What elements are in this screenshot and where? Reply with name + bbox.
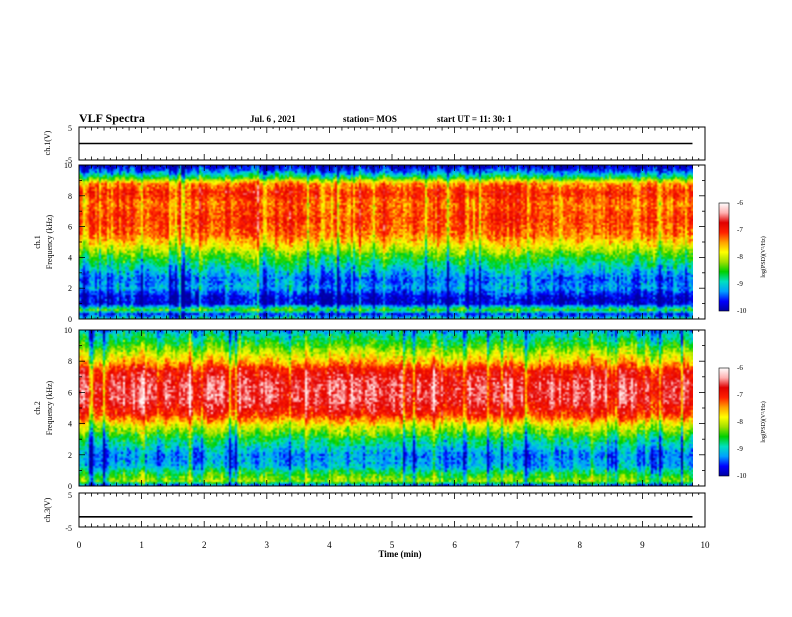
figure-title: VLF Spectra xyxy=(79,111,145,125)
ch3-waveform-panel: 5 -5 ch.3(V) xyxy=(43,491,706,533)
spectrogram-y-tick-labels: 0 2 4 6 8 10 0 2 4 6 8 10 xyxy=(64,161,72,491)
ch3-ytick-top: 5 xyxy=(68,491,72,500)
station-label: station= MOS xyxy=(343,114,397,124)
x-tick-label: 10 xyxy=(701,540,711,550)
ch1-ytick-top: 5 xyxy=(68,124,72,133)
y-tick-label: 8 xyxy=(68,192,72,201)
x-tick-label: 2 xyxy=(202,540,207,550)
ch1-colorbar-label: log(PSD)(V²/Hz) xyxy=(760,236,767,277)
y-tick-label: 4 xyxy=(68,420,72,429)
x-tick-label: 1 xyxy=(139,540,144,550)
ch1-spectrogram-ylabel: Frequency (kHz) xyxy=(45,214,54,269)
x-tick-label: 7 xyxy=(515,540,520,550)
x-tick-label: 4 xyxy=(327,540,332,550)
ch1-colorbar-tick-7: -7 xyxy=(737,226,743,234)
ch1-ytick-bottom: -5 xyxy=(65,156,72,165)
y-tick-label: 2 xyxy=(68,284,72,293)
ch2-colorbar-tick-9: -9 xyxy=(737,445,743,453)
x-tick-label: 3 xyxy=(265,540,270,550)
ch1-colorbar-tick-6: -6 xyxy=(737,199,743,207)
ch2-spectrogram-image xyxy=(79,330,693,486)
y-tick-label: 0 xyxy=(68,315,72,324)
ch1-waveform-ylabel: ch.1(V) xyxy=(43,130,52,155)
x-tick-label: 0 xyxy=(77,540,82,550)
ch3-ytick-bottom: -5 xyxy=(65,524,72,533)
y-tick-label: 0 xyxy=(68,482,72,491)
ch1-colorbar-tick-9: -9 xyxy=(737,280,743,288)
ch2-colorbar-label: log(PSD)(V²/Hz) xyxy=(760,401,767,442)
x-axis-label: Time (min) xyxy=(378,549,421,559)
ch1-spectrogram-image xyxy=(79,165,693,319)
ch2-colorbar-tick-6: -6 xyxy=(737,364,743,372)
start-time-label: start UT = 11: 30: 1 xyxy=(437,114,512,124)
ch1-colorbar-tick-10: -10 xyxy=(737,307,747,315)
ch2-spectrogram-channel-label: ch.2 xyxy=(33,401,42,415)
y-tick-label: 8 xyxy=(68,357,72,366)
ch1-spectrogram-channel-label: ch.1 xyxy=(33,235,42,249)
ch2-colorbar: -6 -7 -8 -9 -10 log(PSD)(V²/Hz) xyxy=(718,364,767,480)
y-tick-label: 2 xyxy=(68,451,72,460)
ch2-spectrogram-ylabel: Frequency (kHz) xyxy=(45,380,54,435)
ch1-spectrogram-panel: ch.1 Frequency (kHz) xyxy=(33,164,706,320)
ch3-waveform-ylabel: ch.3(V) xyxy=(43,497,52,522)
ch2-colorbar-tick-7: -7 xyxy=(737,391,743,399)
x-tick-label: 6 xyxy=(452,540,457,550)
ch1-colorbar-tick-8: -8 xyxy=(737,253,743,261)
ch2-colorbar-gradient xyxy=(718,367,730,477)
y-tick-label: 10 xyxy=(64,161,72,170)
y-tick-label: 4 xyxy=(68,253,72,262)
axis-ticks xyxy=(78,127,706,527)
x-tick-labels: 0 1 2 3 4 5 6 7 8 9 10 xyxy=(77,540,710,550)
x-tick-label: 5 xyxy=(390,540,395,550)
ch1-colorbar-gradient xyxy=(718,202,730,312)
y-tick-label: 10 xyxy=(64,326,72,335)
ch2-colorbar-tick-10: -10 xyxy=(737,472,747,480)
x-tick-label: 9 xyxy=(640,540,645,550)
y-tick-label: 6 xyxy=(68,388,72,397)
ch1-waveform-panel: 5 -5 ch.1(V) xyxy=(43,124,706,165)
x-tick-label: 8 xyxy=(578,540,583,550)
ch2-colorbar-tick-8: -8 xyxy=(737,418,743,426)
y-tick-label: 6 xyxy=(68,223,72,232)
ch1-colorbar: -6 -7 -8 -9 -10 log(PSD)(V²/Hz) xyxy=(718,199,767,315)
date-label: Jul. 6 , 2021 xyxy=(250,114,296,124)
ch2-spectrogram-panel: ch.2 Frequency (kHz) xyxy=(33,329,706,487)
